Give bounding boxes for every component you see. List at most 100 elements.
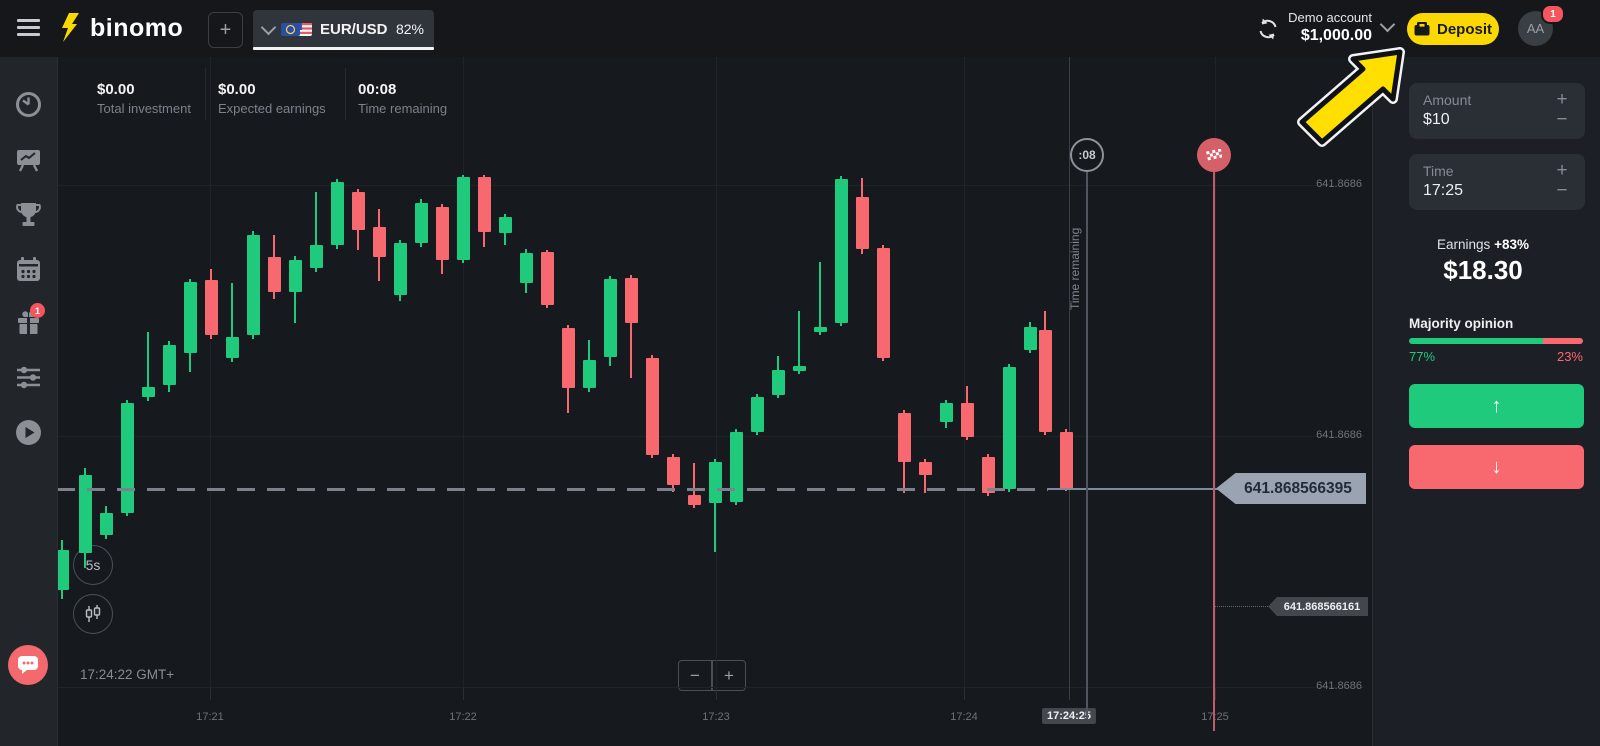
- candles-icon: [85, 605, 100, 622]
- menu-icon[interactable]: [17, 19, 40, 37]
- time-gridline: [210, 57, 211, 700]
- account-switcher[interactable]: Demo account $1,000.00: [1288, 10, 1372, 46]
- deposit-button[interactable]: Deposit: [1407, 13, 1499, 45]
- candle-body: [1060, 432, 1073, 489]
- currency-flags-icon: [281, 22, 312, 36]
- calendar-icon[interactable]: [15, 256, 42, 283]
- put-down-button[interactable]: ↓: [1409, 445, 1584, 489]
- amount-decrease-button[interactable]: −: [1556, 109, 1568, 130]
- majority-down-pct: 23%: [1556, 349, 1583, 364]
- price-gridline: [57, 687, 1364, 688]
- time-label: Time: [1423, 163, 1454, 179]
- candle-body: [730, 432, 743, 502]
- majority-bar-down: [1542, 338, 1583, 344]
- stat-divider: [345, 68, 346, 120]
- stat-value: $0.00: [218, 81, 256, 98]
- candle-body: [604, 279, 617, 357]
- current-price-tag: 641.868566395: [1216, 473, 1366, 504]
- stat-value: $0.00: [97, 81, 135, 98]
- binomo-logo: binomo: [60, 13, 183, 43]
- candle-wick: [315, 192, 317, 272]
- wallet-icon: [1414, 22, 1430, 36]
- candle-wick: [693, 463, 695, 508]
- top-bar: binomo + EUR/USD 82% Demo acc: [0, 0, 1600, 57]
- candle-body: [56, 550, 69, 590]
- time-axis-label: 17:21: [196, 711, 224, 723]
- candle-body: [163, 345, 176, 385]
- candle-body: [1024, 327, 1037, 350]
- candle-body: [751, 397, 764, 432]
- clock-icon[interactable]: [15, 91, 42, 118]
- play-icon[interactable]: [15, 419, 42, 446]
- chart-clock: 17:24:22 GMT+: [80, 667, 175, 682]
- candle-body: [373, 227, 386, 257]
- current-price-dashed-line: [57, 488, 1048, 491]
- time-value: 17:25: [1423, 182, 1464, 199]
- candle-body: [856, 197, 869, 249]
- amount-card[interactable]: Amount $10 + −: [1409, 83, 1585, 139]
- price-gridline: [57, 436, 1364, 437]
- candle-body: [940, 403, 953, 422]
- trade-panel: Amount $10 + − Time 17:25 + − Earnings +…: [1372, 57, 1600, 746]
- candle-body: [310, 245, 323, 268]
- candle-body: [436, 207, 449, 260]
- lightning-bolt-icon: [62, 13, 79, 42]
- candle-body: [415, 203, 428, 243]
- majority-bar-up: [1409, 338, 1543, 344]
- purchase-time-badge: 17:24:25: [1041, 708, 1097, 724]
- candle-wick: [798, 311, 800, 374]
- amount-increase-button[interactable]: +: [1556, 89, 1568, 110]
- trophy-icon[interactable]: [15, 201, 42, 228]
- new-asset-tab-button[interactable]: +: [208, 12, 243, 48]
- logo-text: binomo: [90, 13, 184, 42]
- account-chevron-down-icon[interactable]: [1379, 16, 1396, 33]
- price-axis-label: 641.8686: [1316, 178, 1362, 190]
- time-axis-tick: [716, 688, 717, 700]
- candle-body: [331, 182, 344, 245]
- candle-wick: [630, 275, 632, 378]
- earnings-amount: $18.30: [1443, 255, 1523, 285]
- candle-body: [394, 243, 407, 295]
- refresh-icon[interactable]: [1256, 17, 1280, 41]
- majority-up-pct: 77%: [1409, 349, 1436, 364]
- interval-button[interactable]: 5s: [73, 545, 113, 585]
- purchase-time-gridline: [1069, 57, 1070, 700]
- chevron-down-icon: [260, 19, 277, 35]
- call-up-button[interactable]: ↑: [1409, 384, 1584, 428]
- support-chat-button[interactable]: [8, 645, 48, 685]
- candle-body: [646, 358, 659, 455]
- amount-value: $10: [1423, 111, 1450, 128]
- candle-body: [793, 366, 806, 371]
- candle-body: [835, 179, 848, 323]
- candle-body: [268, 257, 281, 292]
- candle-wick: [231, 283, 233, 362]
- candle-body: [961, 403, 974, 437]
- candle-body: [625, 278, 638, 323]
- candle-body: [877, 248, 890, 358]
- results-board-icon[interactable]: [15, 146, 42, 173]
- asset-tab-eurusd[interactable]: EUR/USD 82%: [253, 10, 434, 50]
- candle-body: [226, 337, 239, 358]
- majority-opinion-label: Majority opinion: [1409, 316, 1514, 331]
- sliders-icon[interactable]: [15, 364, 42, 391]
- zoom-controls: − +: [678, 660, 746, 691]
- time-axis-tick: [210, 688, 211, 700]
- candle-body: [205, 280, 218, 335]
- zoom-out-button[interactable]: −: [678, 660, 712, 691]
- expiry-price-tag: 641.868566161: [1268, 597, 1368, 616]
- candle-body: [709, 462, 722, 503]
- time-card[interactable]: Time 17:25 + −: [1409, 154, 1585, 210]
- chart-type-button[interactable]: [73, 594, 113, 634]
- candle-wick: [819, 262, 821, 335]
- candle-body: [1003, 367, 1016, 489]
- time-axis-label: 17:23: [702, 711, 730, 723]
- zoom-in-button[interactable]: +: [712, 660, 746, 691]
- time-decrease-button[interactable]: −: [1556, 180, 1568, 201]
- current-price-solid-line: [1048, 488, 1222, 490]
- stat-label: Total investment: [97, 101, 191, 116]
- candle-body: [667, 457, 680, 485]
- stat-label: Time remaining: [358, 101, 448, 116]
- stat-label: Expected earnings: [218, 101, 326, 116]
- time-increase-button[interactable]: +: [1556, 160, 1568, 181]
